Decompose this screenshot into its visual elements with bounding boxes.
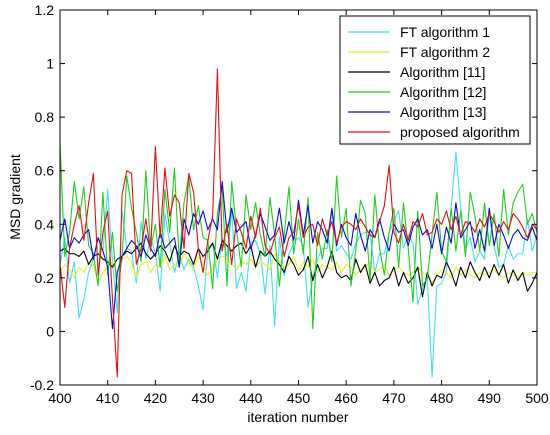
y-tick-label: 1 xyxy=(46,56,54,72)
legend: FT algorithm 1 FT algorithm 2 Algorithm [1… xyxy=(339,15,531,145)
y-tick-label: 0.8 xyxy=(35,109,55,125)
legend-label-2: FT algorithm 2 xyxy=(400,44,490,60)
y-tick-label: 1.2 xyxy=(35,2,55,18)
x-tick-label: 400 xyxy=(48,390,72,406)
x-tick-label: 410 xyxy=(96,390,120,406)
tick-layer: 400 410 420 430 440 450 460 470 480 490 500 -0.2 0 0.… xyxy=(30,2,549,406)
legend-label-3: Algorithm [11] xyxy=(400,64,485,80)
series-line-6 xyxy=(59,68,538,378)
legend-label-1: FT algorithm 1 xyxy=(400,24,490,40)
x-axis-label: iteration number xyxy=(247,409,349,425)
x-tick-label: 440 xyxy=(239,390,263,406)
x-tick-label: 490 xyxy=(478,390,502,406)
y-tick-label: 0.4 xyxy=(35,216,55,232)
y-tick-label: 0.2 xyxy=(35,270,55,286)
series-line-3 xyxy=(59,239,538,298)
x-tick-label: 470 xyxy=(382,390,406,406)
legend-label-4: Algorithm [12] xyxy=(400,84,486,100)
x-tick-label: 420 xyxy=(144,390,168,406)
legend-box xyxy=(339,15,531,145)
legend-label-6: proposed algorithm xyxy=(400,124,520,140)
x-tick-label: 430 xyxy=(191,390,215,406)
series-layer xyxy=(59,68,538,378)
series-line-2 xyxy=(59,253,537,284)
y-tick-label: 0.6 xyxy=(35,163,55,179)
x-tick-label: 480 xyxy=(430,390,454,406)
x-tick-label: 460 xyxy=(335,390,359,406)
y-tick-label: 0 xyxy=(46,323,54,339)
x-tick-label: 450 xyxy=(287,390,311,406)
legend-label-5: Algorithm [13] xyxy=(400,104,486,120)
series-line-1 xyxy=(59,151,538,378)
y-tick-label: -0.2 xyxy=(30,377,54,393)
y-axis-label: MSD gradient xyxy=(7,154,23,240)
x-tick-label: 500 xyxy=(525,390,549,406)
